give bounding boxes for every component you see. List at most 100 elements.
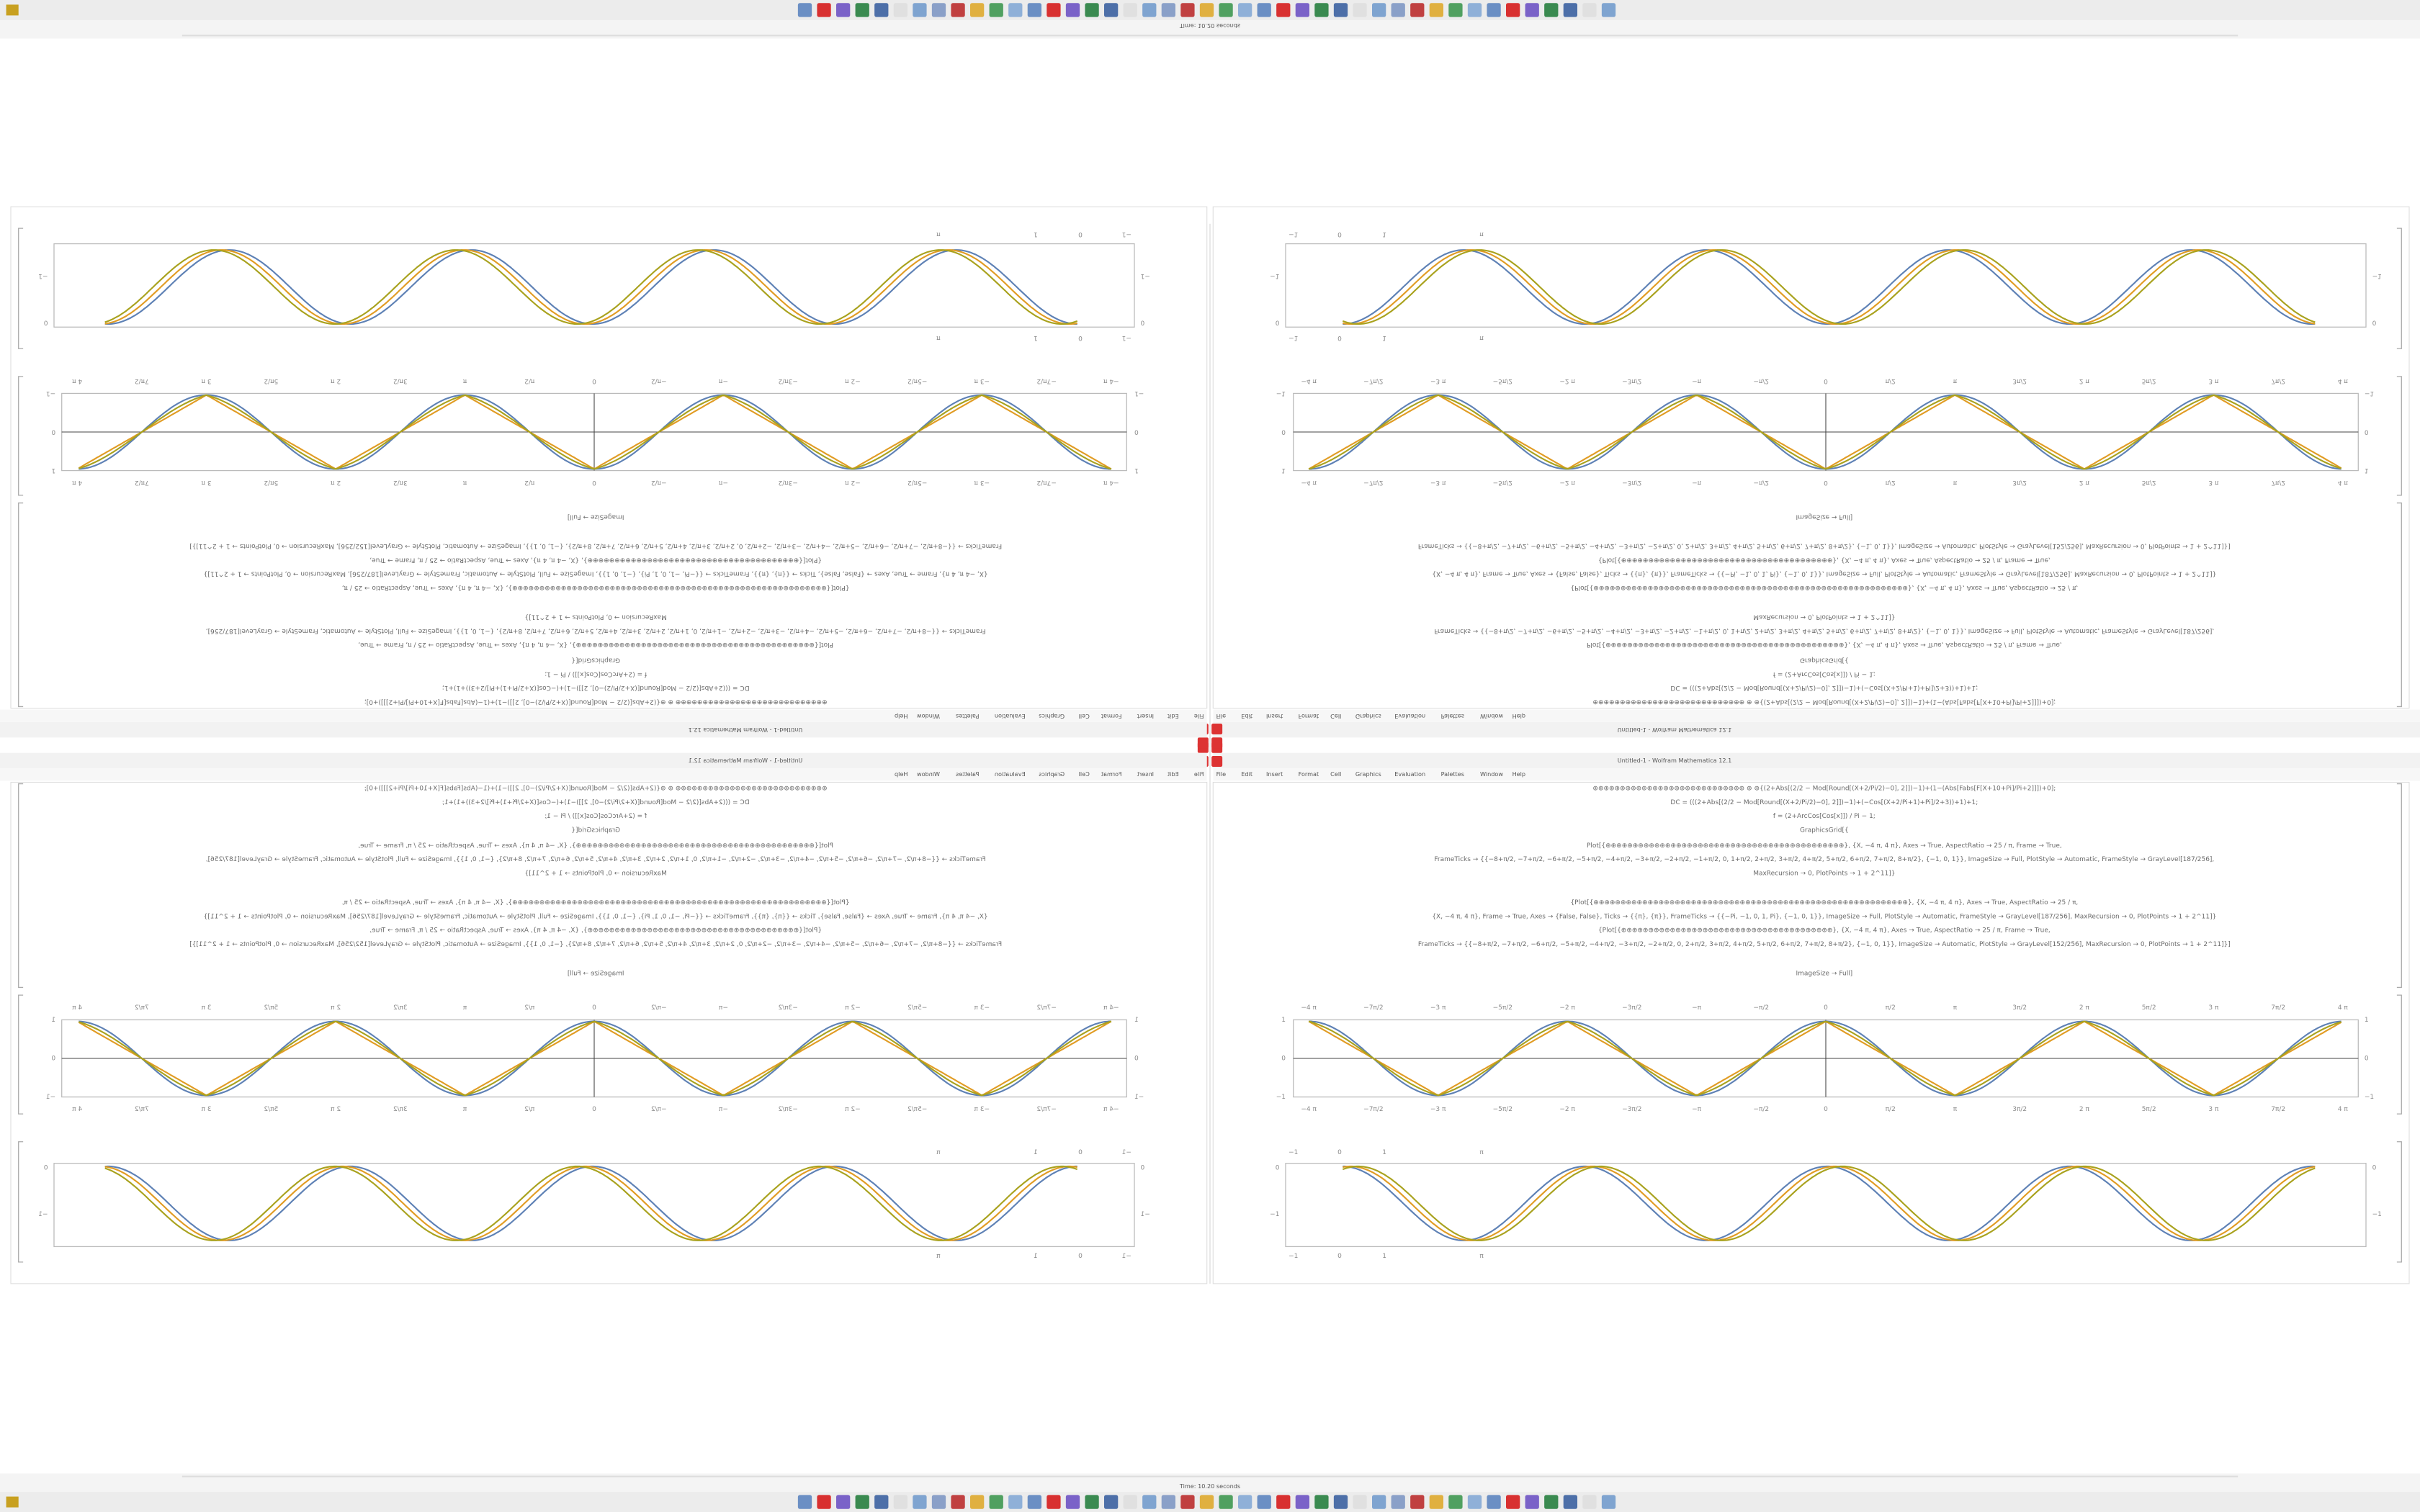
menu-item[interactable]: Palettes	[956, 770, 979, 778]
close-icon[interactable]	[1197, 737, 1209, 749]
taskbar-icon[interactable]	[970, 1495, 985, 1509]
taskbar-icon[interactable]	[1161, 1495, 1175, 1509]
menu-item[interactable]: Graphics	[1355, 770, 1381, 778]
menu-item[interactable]: Help	[1512, 770, 1526, 778]
taskbar-icon[interactable]	[797, 1495, 812, 1509]
taskbar-icon[interactable]	[1238, 3, 1252, 17]
taskbar-icon[interactable]	[1525, 1495, 1539, 1509]
cell-bracket[interactable]	[2396, 502, 2402, 708]
taskbar-icon[interactable]	[1429, 3, 1443, 17]
taskbar-icon[interactable]	[1544, 1495, 1559, 1509]
taskbar-icon[interactable]	[1123, 1495, 1137, 1509]
taskbar-icon[interactable]	[1601, 1495, 1616, 1509]
taskbar-icon[interactable]	[1448, 3, 1463, 17]
menu-item[interactable]: Format	[1299, 713, 1319, 720]
menu-item[interactable]: File	[1216, 770, 1227, 778]
taskbar-icon[interactable]	[1142, 3, 1157, 17]
menu-item[interactable]: Evaluation	[995, 770, 1026, 778]
taskbar-icon[interactable]	[1506, 1495, 1520, 1509]
taskbar-icon[interactable]	[989, 1495, 1003, 1509]
taskbar-icon[interactable]	[1295, 3, 1309, 17]
taskbar-icon[interactable]	[1257, 3, 1271, 17]
taskbar-icon[interactable]	[1314, 1495, 1329, 1509]
menu-item[interactable]: Help	[895, 770, 908, 778]
taskbar-icon[interactable]	[1276, 1495, 1291, 1509]
taskbar-icon[interactable]	[1180, 3, 1195, 17]
menu-item[interactable]: Window	[1480, 713, 1503, 720]
menu-item[interactable]: Insert	[1266, 713, 1283, 720]
taskbar-icon[interactable]	[1467, 1495, 1482, 1509]
taskbar-icon[interactable]	[1008, 3, 1023, 17]
taskbar-icon[interactable]	[1525, 3, 1539, 17]
cell-bracket[interactable]	[2396, 376, 2402, 496]
taskbar-icon[interactable]	[1563, 3, 1577, 17]
taskbar-icon[interactable]	[874, 1495, 889, 1509]
taskbar-icon[interactable]	[797, 3, 812, 17]
taskbar-icon[interactable]	[989, 3, 1003, 17]
taskbar-icon[interactable]	[1353, 3, 1367, 17]
menu-item[interactable]: Palettes	[956, 713, 979, 720]
taskbar-icon[interactable]	[1199, 1495, 1214, 1509]
taskbar-icon[interactable]	[1257, 1495, 1271, 1509]
taskbar-icon[interactable]	[1333, 1495, 1348, 1509]
cell-bracket[interactable]	[18, 228, 24, 349]
taskbar-icon[interactable]	[951, 3, 965, 17]
start-icon[interactable]	[6, 4, 19, 16]
taskbar-icon[interactable]	[1104, 3, 1119, 17]
taskbar-icon[interactable]	[1123, 3, 1137, 17]
menu-item[interactable]: Format	[1101, 770, 1122, 778]
close-icon[interactable]	[1211, 756, 1223, 767]
taskbar-icon[interactable]	[1238, 1495, 1252, 1509]
taskbar-icon[interactable]	[1027, 3, 1041, 17]
taskbar-icon[interactable]	[1601, 3, 1616, 17]
taskbar-icon[interactable]	[855, 1495, 869, 1509]
menu-item[interactable]: Graphics	[1355, 713, 1381, 720]
menu-item[interactable]: File	[1216, 713, 1227, 720]
menu-item[interactable]: Edit	[1168, 713, 1179, 720]
menu-item[interactable]: Help	[1512, 713, 1526, 720]
taskbar-icon[interactable]	[1219, 3, 1233, 17]
taskbar-icon[interactable]	[1199, 3, 1214, 17]
menu-item[interactable]: Edit	[1241, 770, 1252, 778]
taskbar-icon[interactable]	[1429, 1495, 1443, 1509]
cell-bracket[interactable]	[18, 502, 24, 708]
taskbar-icon[interactable]	[1467, 3, 1482, 17]
menu-item[interactable]: Cell	[1330, 713, 1341, 720]
taskbar-icon[interactable]	[1372, 3, 1386, 17]
menu-item[interactable]: Cell	[1079, 713, 1090, 720]
taskbar-icon[interactable]	[1448, 1495, 1463, 1509]
menu-item[interactable]: Insert	[1137, 770, 1154, 778]
menu-item[interactable]: File	[1194, 713, 1204, 720]
taskbar-icon[interactable]	[1047, 3, 1061, 17]
taskbar-icon[interactable]	[1085, 1495, 1099, 1509]
menu-item[interactable]: Help	[895, 713, 908, 720]
cell-bracket[interactable]	[2396, 228, 2402, 349]
menu-item[interactable]: Palettes	[1441, 713, 1464, 720]
menu-item[interactable]: Format	[1299, 770, 1319, 778]
taskbar-icon[interactable]	[1563, 1495, 1577, 1509]
taskbar-icon[interactable]	[913, 1495, 927, 1509]
taskbar-icon[interactable]	[1085, 3, 1099, 17]
taskbar-icon[interactable]	[1142, 1495, 1157, 1509]
menu-item[interactable]: Graphics	[1039, 713, 1065, 720]
taskbar-icon[interactable]	[1065, 3, 1080, 17]
menu-item[interactable]: Evaluation	[995, 713, 1026, 720]
taskbar-icon[interactable]	[1487, 3, 1501, 17]
taskbar-icon[interactable]	[1487, 1495, 1501, 1509]
taskbar-icon[interactable]	[1295, 1495, 1309, 1509]
menu-item[interactable]: Evaluation	[1394, 770, 1425, 778]
taskbar-icon[interactable]	[1027, 1495, 1041, 1509]
cell-bracket[interactable]	[18, 783, 24, 989]
taskbar-icon[interactable]	[855, 3, 869, 17]
menu-item[interactable]: Graphics	[1039, 770, 1065, 778]
taskbar-icon[interactable]	[970, 3, 985, 17]
cell-bracket[interactable]	[18, 994, 24, 1115]
menu-item[interactable]: Edit	[1168, 770, 1179, 778]
menu-item[interactable]: Palettes	[1441, 770, 1464, 778]
taskbar-icon[interactable]	[1008, 1495, 1023, 1509]
taskbar-icon[interactable]	[1180, 1495, 1195, 1509]
taskbar-icon[interactable]	[1410, 3, 1425, 17]
taskbar-icon[interactable]	[836, 1495, 851, 1509]
taskbar-icon[interactable]	[1219, 1495, 1233, 1509]
taskbar-icon[interactable]	[1065, 1495, 1080, 1509]
